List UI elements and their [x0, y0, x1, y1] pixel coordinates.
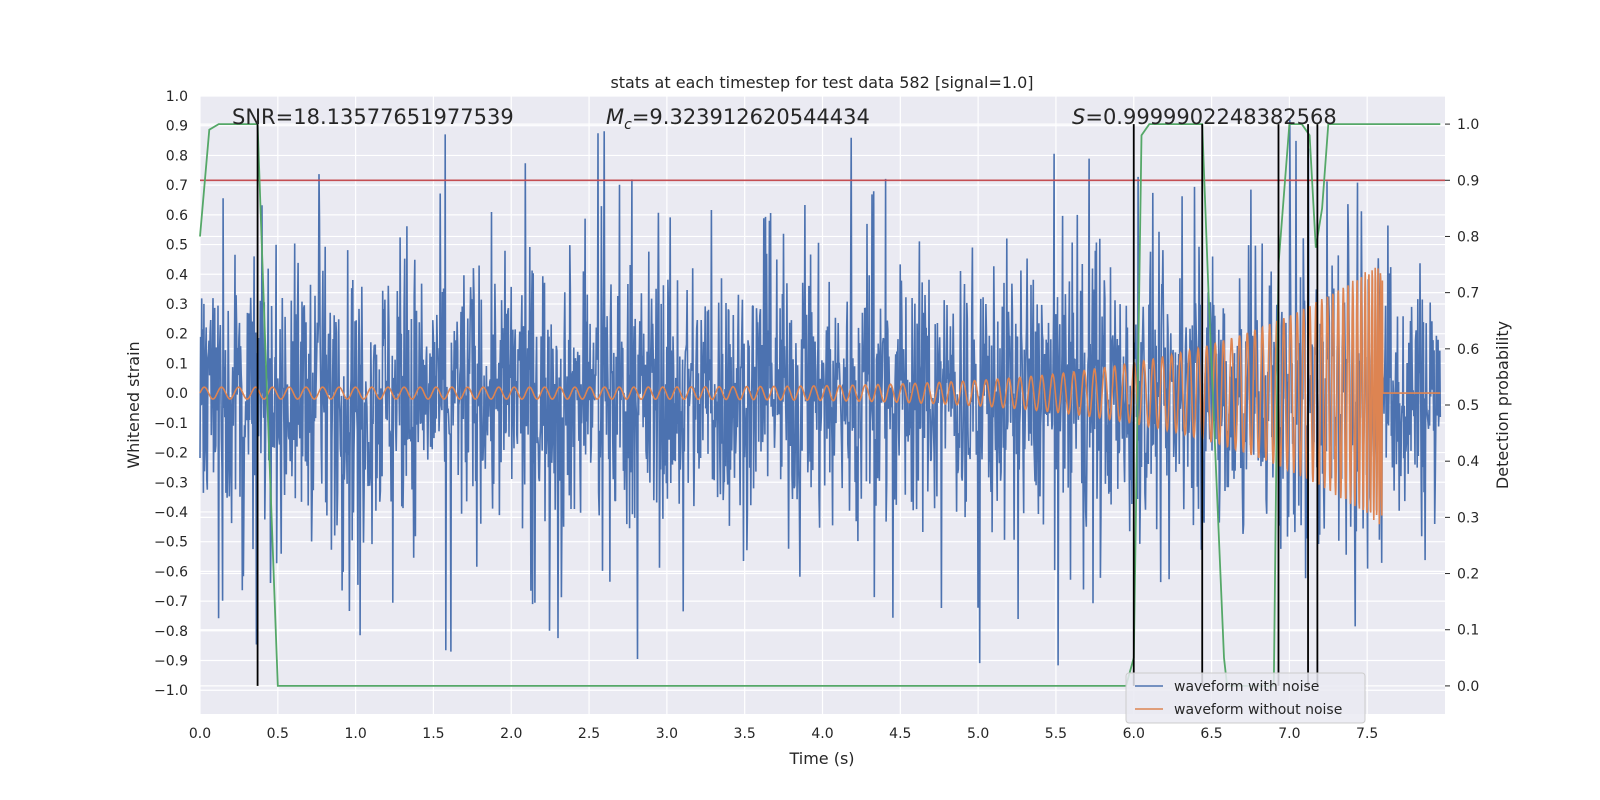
y-tick-label: 1.0	[166, 89, 188, 105]
legend: waveform with noise waveform without noi…	[1125, 672, 1366, 724]
x-tick-label: 7.0	[1278, 726, 1300, 742]
y-tick-label: 0.4	[166, 267, 188, 283]
y-tick-label: −1.0	[154, 683, 188, 699]
x-tick-label: 3.5	[734, 726, 756, 742]
y-tick-label: −0.3	[154, 475, 188, 491]
y-tick-label: 0.2	[166, 327, 188, 343]
y-tick-label: −0.8	[154, 624, 188, 640]
y-axis-right-label: Detection probability	[1493, 321, 1512, 489]
score-symbol: S	[1072, 105, 1085, 129]
y-right-tick-label: 0.9	[1457, 173, 1479, 189]
legend-label-noise: waveform with noise	[1174, 679, 1319, 695]
x-tick-label: 5.5	[1045, 726, 1067, 742]
x-tick-label: 4.5	[889, 726, 911, 742]
y-tick-label: 0.9	[166, 119, 188, 135]
y-tick-label: 0.8	[166, 148, 188, 164]
y-tick-label: 0.5	[166, 238, 188, 254]
y-axis-ticks: 1.0 0.9 0.8 0.7 0.6 0.5 0.4 0.3 0.2 0.1 0.0 −0.1 −0.…	[154, 89, 188, 699]
y-right-tick-label: 1.0	[1457, 117, 1479, 133]
y-tick-label: 0.0	[166, 386, 188, 402]
x-tick-label: 1.0	[344, 726, 366, 742]
x-tick-label: 0.5	[267, 726, 289, 742]
detection-probability-path	[199, 123, 1441, 687]
y-right-tick-label: 0.8	[1457, 229, 1479, 245]
y-tick-label: −0.2	[154, 446, 188, 462]
x-tick-label: 4.0	[811, 726, 833, 742]
detection-markers	[256, 124, 1319, 686]
y-tick-label: −0.5	[154, 535, 188, 551]
chirp-mass-symbol: M	[606, 105, 624, 129]
detection-probability-line	[199, 123, 1441, 687]
y-right-tick-label: 0.6	[1457, 342, 1479, 358]
score-value: =0.9999902248382568	[1085, 105, 1336, 129]
x-tick-label: 3.0	[656, 726, 678, 742]
y-axis-label: Whitened strain	[124, 341, 143, 468]
chirp-mass-value: =9.323912620544434	[632, 105, 870, 129]
y-right-tick-label: 0.1	[1457, 623, 1479, 639]
y-right-tick-label: 0.3	[1457, 510, 1479, 526]
y-right-tick-label: 0.4	[1457, 454, 1479, 470]
legend-box	[1125, 672, 1366, 724]
chirp-mass-subscript: c	[624, 117, 632, 133]
x-tick-label: 5.0	[967, 726, 989, 742]
y-tick-label: −0.4	[154, 505, 188, 521]
x-tick-label: 6.5	[1200, 726, 1222, 742]
y-tick-label: 0.7	[166, 178, 188, 194]
x-tick-label: 0.0	[189, 726, 211, 742]
y-tick-label: −0.9	[154, 654, 188, 670]
y-tick-label: 0.3	[166, 297, 188, 313]
y-tick-label: 0.6	[166, 208, 188, 224]
clean-waveform-path	[199, 267, 1441, 525]
y-tick-label: −0.7	[154, 594, 188, 610]
snr-annotation: SNR=18.13577651977539	[232, 105, 514, 129]
y-tick-label: 0.1	[166, 356, 188, 372]
y-right-tick-label: 0.0	[1457, 679, 1479, 695]
x-tick-label: 2.5	[578, 726, 600, 742]
legend-label-clean: waveform without noise	[1174, 702, 1342, 718]
x-tick-label: 1.5	[422, 726, 444, 742]
x-axis-label: Time (s)	[788, 749, 854, 768]
chart-title: stats at each timestep for test data 582…	[610, 73, 1033, 92]
chirp-mass-annotation: Mc=9.323912620544434	[606, 105, 870, 133]
y-axis-right-ticks: 1.0 0.9 0.8 0.7 0.6 0.5 0.4 0.3 0.2 0.1 0.0	[1445, 117, 1479, 695]
series-waveform-without-noise	[199, 267, 1441, 525]
score-annotation: S=0.9999902248382568	[1072, 105, 1337, 129]
y-tick-label: −0.6	[154, 564, 188, 580]
y-right-tick-label: 0.2	[1457, 567, 1479, 583]
y-tick-label: −0.1	[154, 416, 188, 432]
x-axis-ticks: 0.0 0.5 1.0 1.5 2.0 2.5 3.0 3.5 4.0 4.5 5.0 5.5 6.0 6…	[189, 726, 1378, 742]
x-tick-label: 2.0	[500, 726, 522, 742]
x-tick-label: 6.0	[1123, 726, 1145, 742]
y-right-tick-label: 0.5	[1457, 398, 1479, 414]
y-right-tick-label: 0.7	[1457, 286, 1479, 302]
x-tick-label: 7.5	[1356, 726, 1378, 742]
